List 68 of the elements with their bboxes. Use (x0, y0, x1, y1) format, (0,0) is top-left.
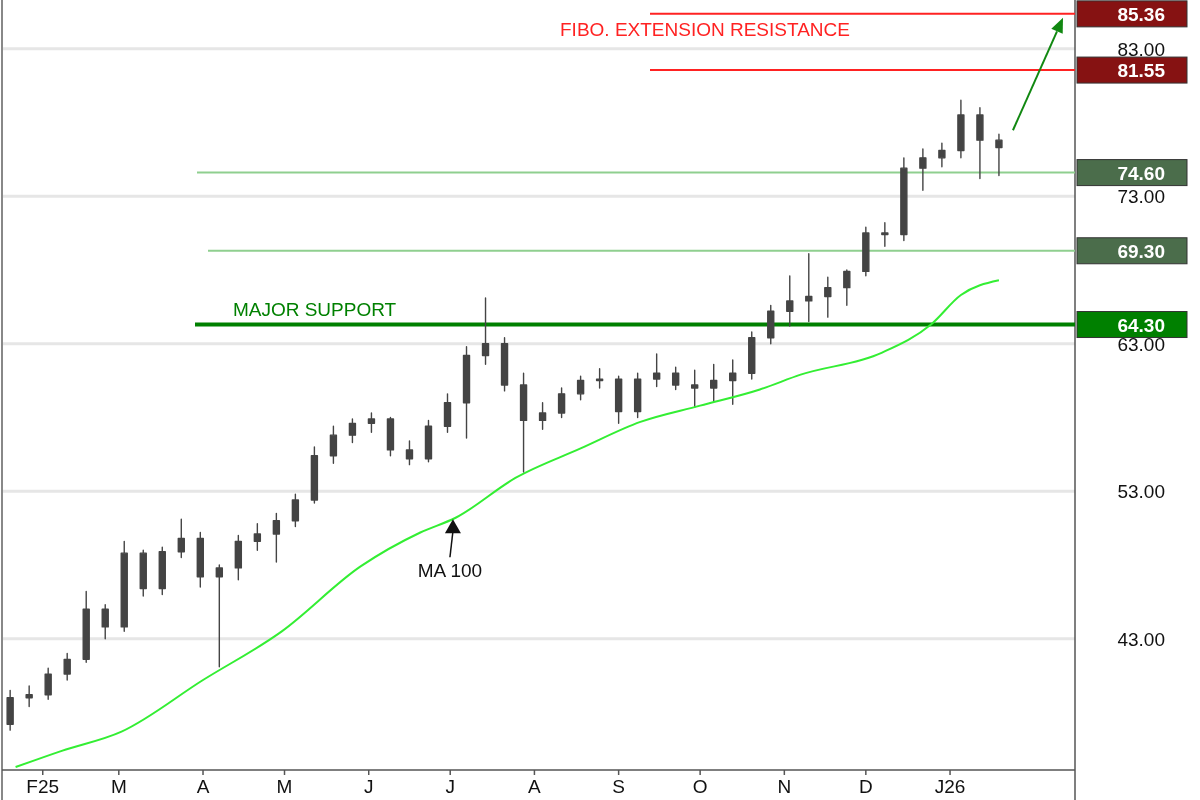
candlestick (919, 148, 927, 191)
x-tick-label: J26 (934, 776, 966, 797)
candlestick (633, 372, 642, 419)
candlestick (862, 226, 870, 277)
y-tick-label: 53.00 (1117, 481, 1165, 503)
candlestick (196, 531, 204, 588)
candlestick (120, 540, 128, 633)
candlestick (976, 106, 984, 180)
ref-line-label: 85.36 (1117, 3, 1165, 25)
ref-line-label: 64.30 (1117, 314, 1165, 336)
candlestick (234, 534, 243, 581)
y-tick-label: 73.00 (1117, 186, 1165, 208)
candlestick (6, 689, 14, 731)
candlestick (957, 99, 965, 159)
candlestick (671, 366, 680, 391)
ref-line-label: 69.30 (1117, 240, 1165, 262)
ref-line-label: 81.55 (1117, 60, 1166, 82)
annotation: MA 100 (417, 560, 483, 582)
x-tick-label: A (196, 776, 210, 797)
candlestick (329, 425, 338, 464)
candlestick (652, 353, 661, 388)
candlestick (272, 512, 281, 563)
annotation: MAJOR SUPPORT (232, 298, 397, 320)
candlestick (767, 304, 775, 345)
x-tick-label: M (110, 776, 127, 797)
y-tick-label: 43.00 (1117, 628, 1165, 650)
candlestick (462, 345, 471, 439)
candlestick (139, 549, 147, 597)
candlestick (367, 412, 376, 433)
candlestick (824, 276, 832, 318)
candlestick (158, 546, 166, 596)
ref-line-label: 74.60 (1117, 162, 1165, 184)
x-tick-label: D (858, 776, 873, 797)
candlestick (557, 387, 566, 419)
candlestick (995, 133, 1003, 177)
candlestick (291, 493, 300, 528)
candlestick (82, 590, 90, 664)
candlestick (348, 418, 357, 444)
candlestick (538, 402, 547, 430)
candlestick (386, 416, 395, 457)
candlestick (900, 157, 908, 242)
candlestick (748, 331, 756, 380)
candlestick (424, 419, 433, 463)
candlestick (44, 667, 52, 700)
candlestick (25, 685, 33, 708)
candlestick (101, 604, 109, 640)
line-series (14, 279, 1000, 769)
candlestick (881, 222, 889, 248)
y-tick-label: 63.00 (1117, 333, 1165, 355)
x-tick-label: J (363, 776, 374, 797)
candlestick (500, 337, 509, 392)
candlestick (843, 269, 851, 307)
x-tick-label: J (445, 776, 455, 797)
x-tick-label: S (612, 776, 625, 797)
x-tick-label: A (528, 776, 542, 797)
candlestick (614, 375, 623, 425)
candlestick (310, 446, 319, 504)
candlestick (576, 375, 585, 401)
annotation: FIBO. EXTENSION RESISTANCE (560, 18, 850, 40)
x-tick-label: M (276, 776, 293, 797)
x-tick-label: N (777, 776, 792, 797)
candlestick (938, 142, 946, 168)
candlestick (63, 652, 71, 681)
y-tick-label: 83.00 (1117, 38, 1165, 60)
x-tick-label: F25 (26, 776, 60, 797)
candlestick (443, 393, 452, 433)
candlestick (253, 522, 262, 551)
x-tick-label: O (692, 776, 708, 797)
